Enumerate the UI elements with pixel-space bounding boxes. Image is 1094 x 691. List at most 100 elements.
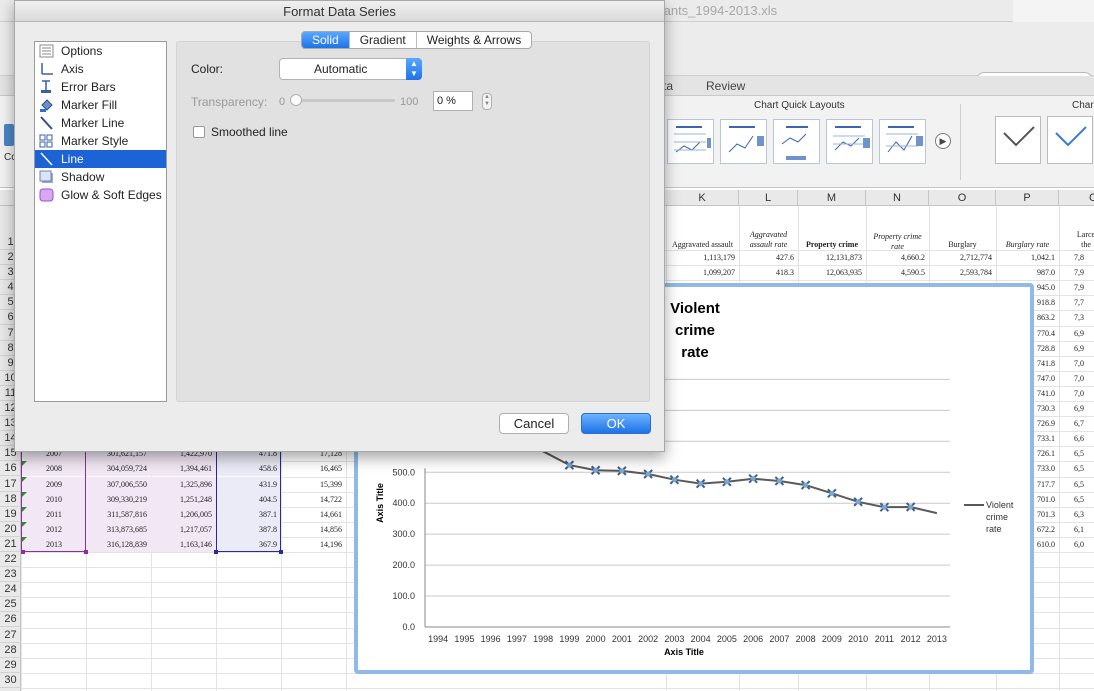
cell-p4[interactable]: 945.0 bbox=[1037, 283, 1055, 293]
data-point-marker[interactable] bbox=[695, 478, 706, 489]
cell-p9[interactable]: 741.8 bbox=[1037, 358, 1055, 368]
cell-q12[interactable]: 6,9 bbox=[1074, 404, 1084, 413]
row-header[interactable]: 12 bbox=[0, 401, 21, 416]
row-header[interactable]: 17 bbox=[0, 477, 21, 492]
selection-handle[interactable] bbox=[21, 549, 25, 554]
series-markers[interactable] bbox=[564, 460, 916, 512]
next-layouts-arrow-icon[interactable]: ▶ bbox=[935, 133, 951, 149]
category-options[interactable]: Options bbox=[35, 42, 166, 60]
cell-q20[interactable]: 6,1 bbox=[1074, 524, 1084, 534]
cell-q3[interactable]: 7,9 bbox=[1074, 268, 1084, 278]
cell-k3[interactable]: 1,099,207 bbox=[703, 268, 735, 278]
row-header[interactable]: 5 bbox=[0, 295, 21, 311]
x-axis-title[interactable]: Axis Title bbox=[664, 647, 704, 657]
cell-q4[interactable]: 7,9 bbox=[1074, 283, 1084, 293]
cell-p3[interactable]: 987.0 bbox=[1037, 268, 1055, 278]
slider-knob[interactable] bbox=[290, 94, 302, 106]
row-header[interactable]: 24 bbox=[0, 582, 21, 598]
legend-label-line-3[interactable]: rate bbox=[986, 524, 1002, 534]
cell-d18[interactable]: 404.5 bbox=[216, 491, 281, 507]
cell-m2[interactable]: 12,131,873 bbox=[826, 253, 862, 262]
cell-o3[interactable]: 2,593,784 bbox=[960, 268, 992, 278]
cell-a18[interactable]: 2010 bbox=[22, 491, 86, 507]
data-point-marker[interactable] bbox=[774, 476, 785, 486]
row-header[interactable]: 8 bbox=[0, 341, 21, 356]
cell-p17[interactable]: 717.7 bbox=[1037, 479, 1055, 489]
cell-q6[interactable]: 7,3 bbox=[1074, 313, 1084, 323]
cell-q17[interactable]: 6,5 bbox=[1074, 479, 1084, 489]
header-cell-n[interactable]: Property crime rate bbox=[873, 232, 922, 251]
column-header-m[interactable]: M bbox=[798, 190, 866, 206]
column-header-p[interactable]: P bbox=[996, 190, 1059, 206]
cell-q18[interactable]: 6,5 bbox=[1074, 494, 1084, 504]
cell-p12[interactable]: 730.3 bbox=[1037, 404, 1055, 413]
row-header[interactable]: 19 bbox=[0, 507, 21, 522]
cell-q11[interactable]: 7,0 bbox=[1074, 388, 1084, 398]
cell-q16[interactable]: 6,5 bbox=[1074, 464, 1084, 474]
cell-n2[interactable]: 4,660.2 bbox=[901, 253, 925, 262]
cell-n3[interactable]: 4,590.5 bbox=[901, 268, 925, 278]
category-shadow[interactable]: Shadow bbox=[35, 168, 166, 186]
cell-c18[interactable]: 1,251,248 bbox=[151, 491, 216, 507]
cell-e17[interactable]: 15,399 bbox=[320, 479, 342, 489]
error-indicator-icon[interactable] bbox=[22, 521, 27, 527]
quick-layout-4[interactable] bbox=[826, 119, 873, 164]
cell-q5[interactable]: 7,7 bbox=[1074, 298, 1084, 308]
cell-q10[interactable]: 7,0 bbox=[1074, 373, 1084, 383]
cell-p18[interactable]: 701.0 bbox=[1037, 494, 1055, 504]
row-header[interactable]: 30 bbox=[0, 673, 21, 688]
category-marker-fill[interactable]: Marker Fill bbox=[35, 96, 166, 114]
error-indicator-icon[interactable] bbox=[22, 491, 27, 497]
cell-e21[interactable]: 14,196 bbox=[320, 539, 342, 549]
column-header-q[interactable]: C bbox=[1059, 190, 1094, 206]
tab-data[interactable]: ta bbox=[663, 79, 674, 93]
row-header[interactable]: 28 bbox=[0, 643, 21, 658]
cell-p6[interactable]: 863.2 bbox=[1037, 313, 1055, 323]
header-cell-l[interactable]: Aggravated assault rate bbox=[749, 230, 788, 249]
column-header-k[interactable]: K bbox=[666, 190, 739, 206]
cell-e19[interactable]: 14,661 bbox=[320, 509, 342, 519]
row-header[interactable]: 26 bbox=[0, 612, 21, 628]
header-cell-q[interactable]: Larce the bbox=[1076, 230, 1094, 249]
row-header[interactable]: 16 bbox=[0, 461, 21, 477]
data-point-marker[interactable] bbox=[590, 465, 601, 475]
cell-p15[interactable]: 726.1 bbox=[1037, 449, 1055, 459]
cell-p13[interactable]: 726.9 bbox=[1037, 419, 1055, 429]
data-point-marker[interactable] bbox=[643, 469, 653, 479]
cell-q19[interactable]: 6,3 bbox=[1074, 509, 1084, 519]
category-line[interactable]: Line bbox=[35, 150, 166, 168]
row-header[interactable]: 2 bbox=[0, 250, 21, 265]
cell-a17[interactable]: 2009 bbox=[22, 476, 86, 492]
cell-d19[interactable]: 387.1 bbox=[216, 506, 281, 522]
row-header[interactable]: 27 bbox=[0, 628, 21, 643]
data-point-marker[interactable] bbox=[748, 473, 758, 484]
row-header[interactable]: 21 bbox=[0, 537, 21, 552]
quick-layout-2[interactable] bbox=[720, 119, 767, 164]
cell-q13[interactable]: 6,7 bbox=[1074, 419, 1084, 429]
cell-p14[interactable]: 733.1 bbox=[1037, 434, 1055, 444]
chart-style-1[interactable] bbox=[995, 116, 1041, 164]
cell-p11[interactable]: 741.0 bbox=[1037, 388, 1055, 398]
column-header-o[interactable]: O bbox=[929, 190, 996, 206]
cell-o2[interactable]: 2,712,774 bbox=[960, 253, 992, 262]
data-point-marker[interactable] bbox=[800, 480, 811, 490]
chart-title-line-1[interactable]: Violent bbox=[670, 300, 720, 317]
y-axis-title[interactable]: Axis Title bbox=[375, 483, 385, 523]
row-header[interactable]: 6 bbox=[0, 310, 21, 326]
row-header[interactable]: 15 bbox=[0, 446, 21, 462]
column-header-l[interactable]: L bbox=[739, 190, 798, 206]
cell-p19[interactable]: 701.3 bbox=[1037, 509, 1055, 519]
chart-title-line-3[interactable]: rate bbox=[681, 344, 709, 361]
cell-d21[interactable]: 367.9 bbox=[216, 536, 281, 552]
data-point-marker[interactable] bbox=[617, 466, 627, 476]
cell-q15[interactable]: 6,5 bbox=[1074, 449, 1084, 459]
smoothed-line-checkbox[interactable] bbox=[193, 126, 205, 138]
category-error-bars[interactable]: Error Bars bbox=[35, 78, 166, 96]
tab-solid[interactable]: Solid bbox=[302, 32, 350, 48]
quick-layout-5[interactable] bbox=[879, 119, 926, 164]
chart-style-2[interactable] bbox=[1047, 116, 1093, 164]
cell-m3[interactable]: 12,063,935 bbox=[826, 268, 862, 278]
data-point-marker[interactable] bbox=[669, 475, 680, 485]
data-point-marker[interactable] bbox=[853, 497, 863, 507]
chart-title-line-2[interactable]: crime bbox=[675, 322, 715, 339]
